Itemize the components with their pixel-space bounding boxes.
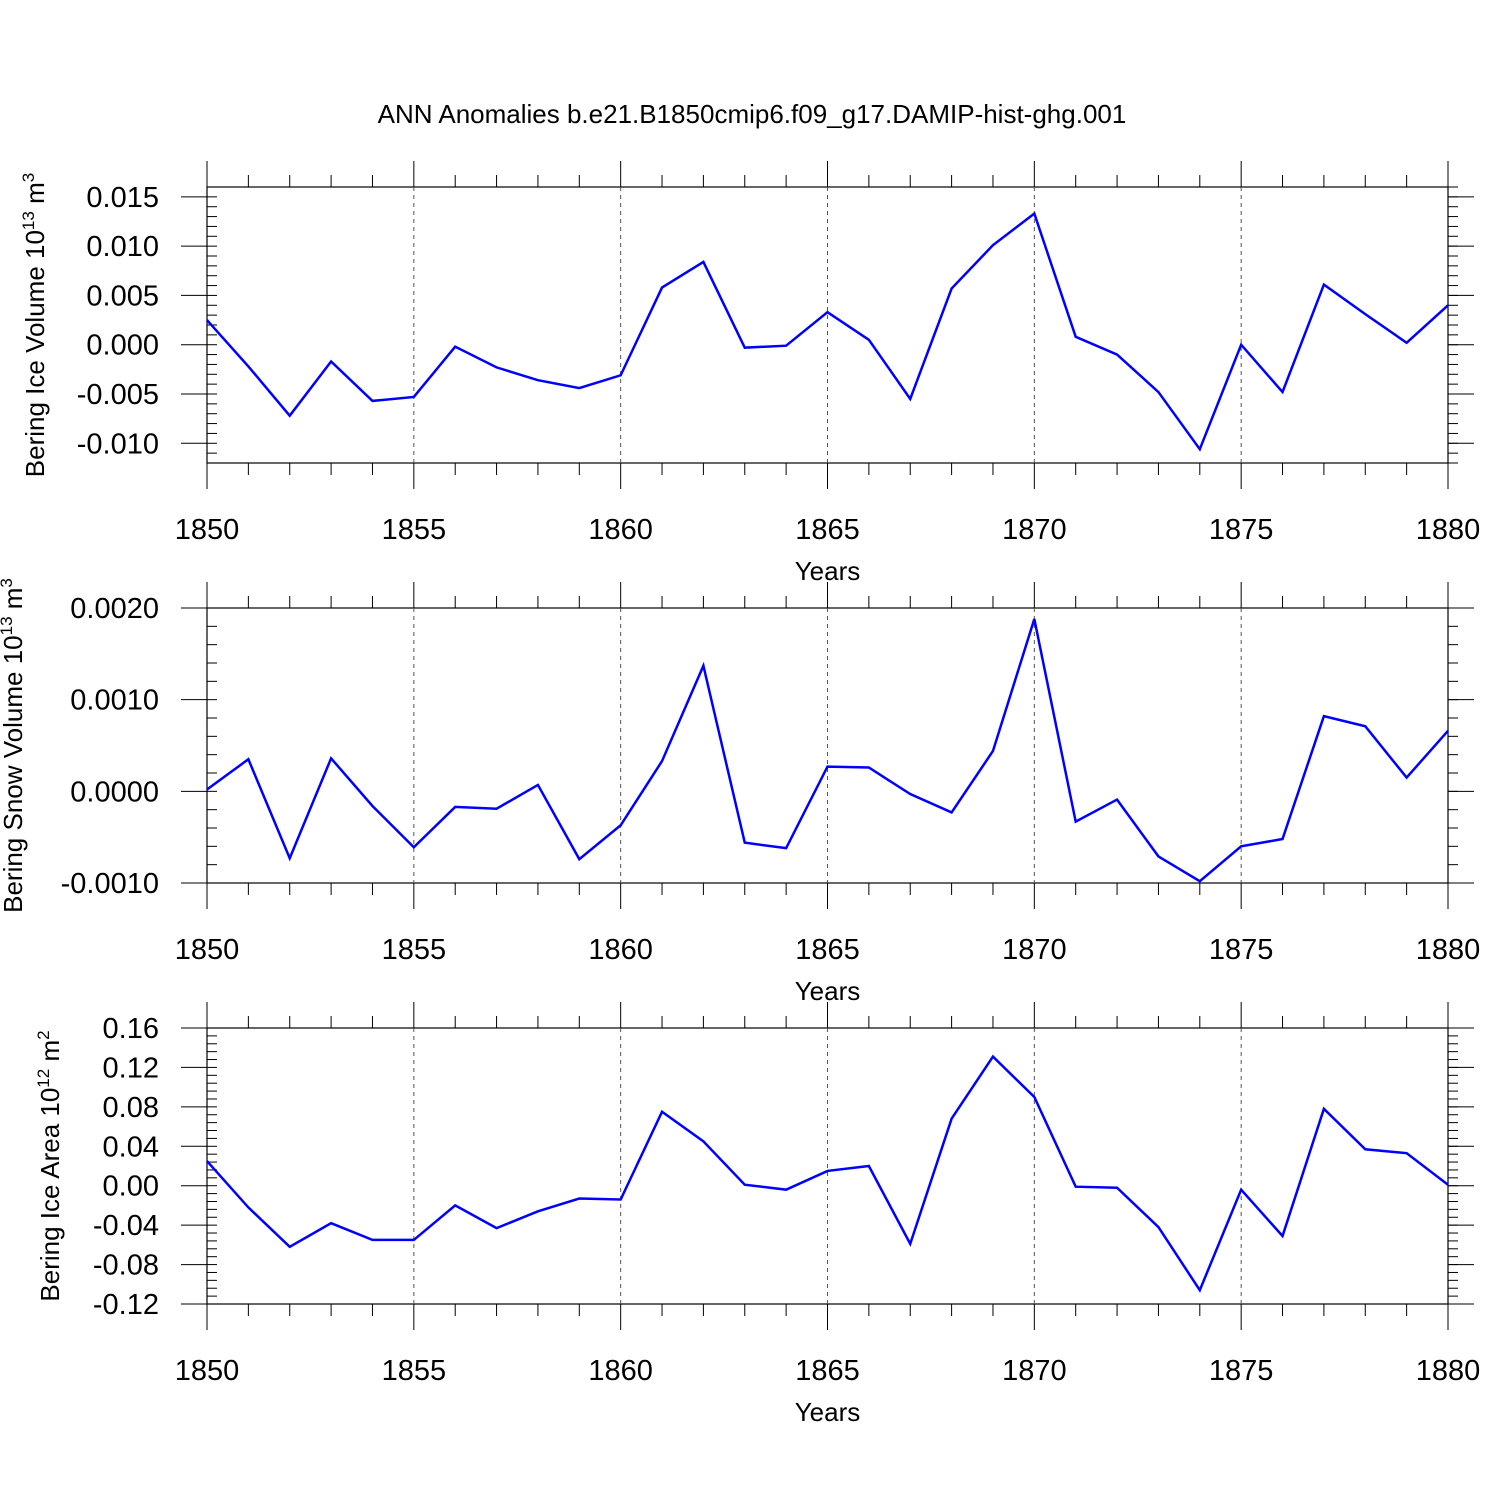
y-axis-label: Bering Snow Volume 1013 m3 xyxy=(0,578,28,913)
x-tick-label: 1855 xyxy=(382,934,447,966)
x-axis-label: Years xyxy=(795,976,861,1006)
y-tick-label: 0.010 xyxy=(86,231,159,263)
y-tick-label: 0.12 xyxy=(103,1052,159,1084)
y-axis-label-base: Bering Ice Area 10 xyxy=(35,1088,65,1302)
x-tick-label: 1855 xyxy=(382,514,447,546)
x-tick-label: 1880 xyxy=(1416,514,1481,546)
y-tick-label: 0.0000 xyxy=(70,776,159,808)
y-tick-label: 0.16 xyxy=(103,1013,159,1045)
chart-panel-1: -0.010 -0.005 0.000 0.005 0.010 0.015 1850 1855… xyxy=(19,161,1480,586)
y-axis-label-unit: m xyxy=(0,588,28,617)
y-tick-label: 0.0020 xyxy=(70,593,159,625)
y-axis-label-unit-exponent: 3 xyxy=(19,173,38,182)
chart-panel-3: -0.12 -0.08 -0.04 0.00 0.04 0.08 0.12 0.16 1850 1… xyxy=(34,1002,1480,1427)
chart-panel-2: -0.0010 0.0000 0.0010 0.0020 1850 1855 1860 186… xyxy=(0,578,1480,1006)
y-tick-label: 0.015 xyxy=(86,182,159,214)
y-tick-label: 0.00 xyxy=(103,1171,159,1203)
x-tick-label: 1870 xyxy=(1002,1355,1067,1387)
x-tick-label: 1865 xyxy=(795,934,860,966)
y-tick-label: 0.005 xyxy=(86,280,159,312)
x-tick-label: 1865 xyxy=(795,514,860,546)
y-axis-label: Bering Ice Area 1012 m2 xyxy=(34,1030,65,1301)
x-tick-label: 1860 xyxy=(588,514,653,546)
y-axis-label-exponent: 12 xyxy=(34,1069,53,1088)
y-axis-label-unit-exponent: 2 xyxy=(34,1030,53,1039)
y-tick-label: 0.000 xyxy=(86,330,159,362)
y-axis-label-base: Bering Snow Volume 10 xyxy=(0,635,28,913)
x-tick-label: 1875 xyxy=(1209,934,1274,966)
x-tick-label: 1850 xyxy=(175,934,240,966)
x-tick-label: 1860 xyxy=(588,934,653,966)
x-tick-label: 1870 xyxy=(1002,934,1067,966)
x-tick-label: 1870 xyxy=(1002,514,1067,546)
y-axis-label-base: Bering Ice Volume 10 xyxy=(20,230,50,477)
y-tick-label: -0.010 xyxy=(77,428,159,460)
y-tick-label: 0.08 xyxy=(103,1092,159,1124)
x-tick-label: 1865 xyxy=(795,1355,860,1387)
x-tick-label: 1875 xyxy=(1209,1355,1274,1387)
x-tick-label: 1880 xyxy=(1416,934,1481,966)
y-axis-label-unit: m xyxy=(35,1040,65,1069)
y-axis-label-exponent: 13 xyxy=(19,211,38,230)
y-tick-label: -0.04 xyxy=(93,1210,159,1242)
y-tick-label: 0.0010 xyxy=(70,685,159,717)
y-axis-label-exponent: 13 xyxy=(0,616,16,635)
y-axis-label-unit-exponent: 3 xyxy=(0,578,16,587)
y-axis-label: Bering Ice Volume 1013 m3 xyxy=(19,173,50,477)
y-tick-label: -0.08 xyxy=(93,1250,159,1282)
series-line xyxy=(206,618,1449,883)
x-tick-label: 1860 xyxy=(588,1355,653,1387)
x-tick-label: 1850 xyxy=(175,514,240,546)
series-line xyxy=(206,211,1449,452)
x-axis-label: Years xyxy=(795,1397,861,1427)
y-axis-label-unit: m xyxy=(20,182,50,211)
x-tick-label: 1880 xyxy=(1416,1355,1481,1387)
x-tick-label: 1855 xyxy=(382,1355,447,1387)
chart-title: ANN Anomalies b.e21.B1850cmip6.f09_g17.D… xyxy=(378,99,1127,129)
series-line xyxy=(206,1054,1449,1293)
y-tick-label: 0.04 xyxy=(103,1131,159,1163)
y-tick-label: -0.12 xyxy=(93,1289,159,1321)
x-tick-label: 1875 xyxy=(1209,514,1274,546)
x-axis-label: Years xyxy=(795,556,861,586)
y-tick-label: -0.0010 xyxy=(61,868,159,900)
y-tick-label: -0.005 xyxy=(77,379,159,411)
x-tick-label: 1850 xyxy=(175,1355,240,1387)
